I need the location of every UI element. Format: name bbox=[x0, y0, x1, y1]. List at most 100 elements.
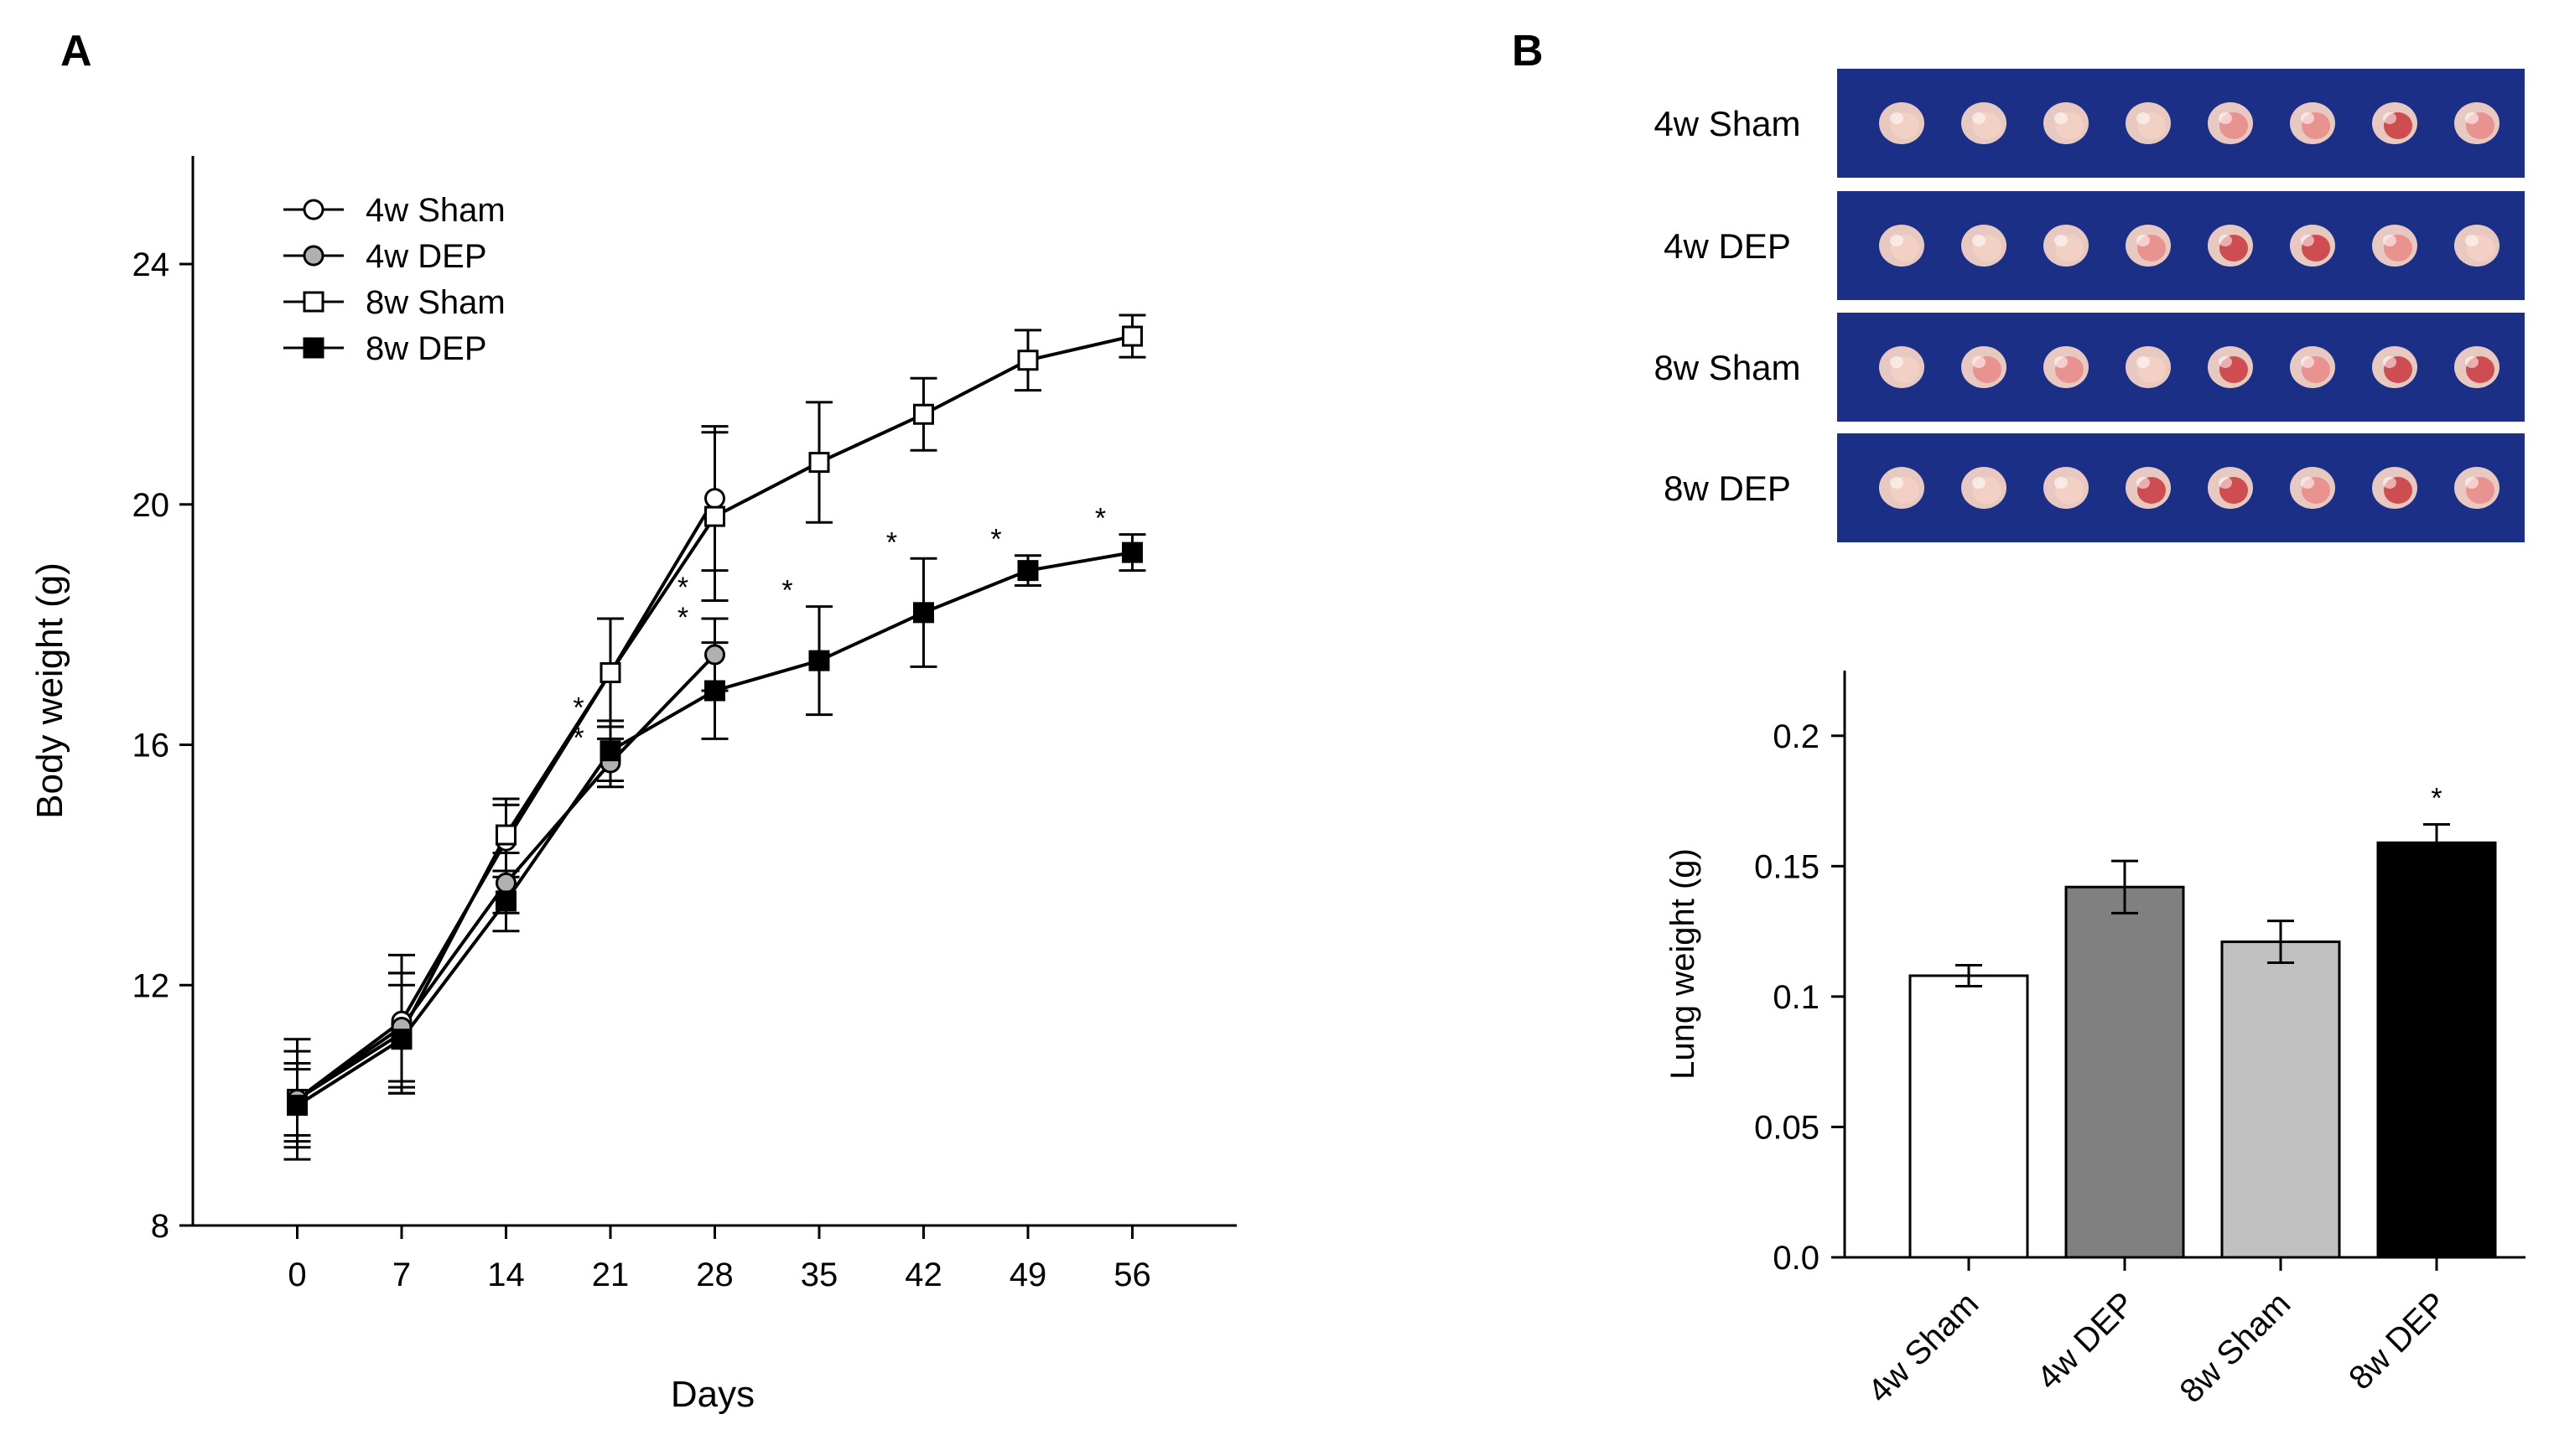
lung-specimen bbox=[2372, 102, 2417, 144]
lung-specimen bbox=[2043, 467, 2089, 509]
lung-specimen bbox=[2208, 225, 2253, 267]
significance-mark: * bbox=[677, 572, 688, 604]
bar-x-labels: 4w Sham 4w DEP 8w Sham 8w DEP bbox=[1861, 1257, 2453, 1410]
x-tick-label: 28 bbox=[696, 1257, 734, 1293]
panel-b-label: B bbox=[1512, 27, 1544, 75]
lung-specimen bbox=[2126, 346, 2171, 388]
x-tick-label: 21 bbox=[592, 1257, 630, 1293]
legend-item-4w-sham: 4w Sham bbox=[283, 192, 506, 229]
bar-y-tick-label: 0.15 bbox=[1754, 848, 1819, 885]
panel-a-label: A bbox=[60, 27, 92, 75]
y-axis-title: Body weight (g) bbox=[29, 562, 70, 819]
x-tick-label: 42 bbox=[905, 1257, 942, 1293]
lung-specimen bbox=[2372, 225, 2417, 267]
lung-specimen bbox=[2043, 225, 2089, 267]
significance-mark: * bbox=[1095, 503, 1106, 535]
data-point-8w-dep bbox=[913, 602, 934, 624]
data-point-4w-dep bbox=[704, 644, 725, 666]
lung-photo-rows: 4w Sham 4w DEP 8w Sham 8w DEP bbox=[1653, 69, 2525, 542]
lung-specimen bbox=[2043, 102, 2089, 144]
y-tick-label: 20 bbox=[132, 487, 170, 524]
bar-category-label: 4w Sham bbox=[1861, 1285, 1986, 1410]
photo-row-label: 4w Sham bbox=[1653, 104, 1800, 143]
lung-specimen bbox=[2208, 102, 2253, 144]
photo-row-8w-sham: 8w Sham bbox=[1653, 313, 2525, 422]
x-tick-label: 35 bbox=[801, 1257, 838, 1293]
bar-error-bar bbox=[2111, 859, 2138, 915]
legend-item-8w-sham: 8w Sham bbox=[283, 284, 506, 321]
legend-marker bbox=[303, 291, 324, 313]
significance-marks: ****** ** bbox=[573, 503, 1106, 754]
bar-error-bar bbox=[2267, 920, 2294, 964]
y-tick-label: 16 bbox=[132, 728, 170, 764]
lung-specimen bbox=[2126, 102, 2171, 144]
lung-specimen bbox=[2372, 467, 2417, 509]
y-tick-label: 24 bbox=[132, 246, 170, 283]
lung-specimen bbox=[1879, 346, 1924, 388]
x-tick-label: 14 bbox=[487, 1257, 525, 1293]
lung-specimen bbox=[2126, 225, 2171, 267]
data-point-8w-dep bbox=[808, 650, 830, 671]
bar-y-axis-title: Lung weight (g) bbox=[1664, 848, 1701, 1080]
bar-category-label: 8w Sham bbox=[2172, 1285, 2297, 1410]
bar-y-tick-label: 0.05 bbox=[1754, 1109, 1819, 1146]
bar-y-tick-label: 0.0 bbox=[1773, 1240, 1819, 1277]
bar-category-label: 4w DEP bbox=[2030, 1285, 2141, 1396]
data-point-4w-sham bbox=[704, 488, 725, 510]
data-point-8w-sham bbox=[496, 824, 517, 846]
error-bars bbox=[283, 313, 1146, 1161]
legend: 4w Sham 4w DEP 8w Sham 8w DEP bbox=[283, 192, 506, 367]
lung-photo bbox=[1837, 313, 2525, 422]
series-markers bbox=[287, 325, 1143, 1117]
bar-4w-sham bbox=[1908, 974, 2029, 1259]
lung-specimen bbox=[1961, 102, 2006, 144]
data-point-8w-dep bbox=[1122, 541, 1143, 563]
photo-row-4w-dep: 4w DEP bbox=[1664, 191, 2525, 300]
significance-mark: * bbox=[886, 526, 897, 558]
lung-specimen bbox=[2454, 225, 2499, 267]
lung-specimen bbox=[2290, 102, 2335, 144]
x-axis-title: Days bbox=[671, 1374, 755, 1415]
data-point-8w-sham bbox=[704, 505, 725, 527]
lung-specimen bbox=[2372, 346, 2417, 388]
legend-label: 8w DEP bbox=[366, 330, 487, 367]
x-tick-label: 49 bbox=[1010, 1257, 1047, 1293]
lung-specimen bbox=[2126, 467, 2171, 509]
lung-specimen bbox=[2208, 467, 2253, 509]
bar-8w-sham bbox=[2220, 940, 2341, 1259]
photo-row-8w-dep: 8w DEP bbox=[1664, 433, 2525, 542]
lung-specimen bbox=[1879, 467, 1924, 509]
data-point-8w-sham bbox=[808, 452, 830, 474]
legend-item-8w-dep: 8w DEP bbox=[283, 330, 487, 367]
legend-item-4w-dep: 4w DEP bbox=[283, 238, 487, 275]
significance-mark: * bbox=[573, 692, 584, 723]
x-tick-label: 56 bbox=[1113, 1257, 1151, 1293]
lung-specimen bbox=[1961, 346, 2006, 388]
photo-row-4w-sham: 4w Sham bbox=[1653, 69, 2525, 178]
data-point-8w-sham bbox=[1122, 325, 1143, 347]
bar-category-label: 8w DEP bbox=[2342, 1285, 2453, 1396]
lung-photo bbox=[1837, 191, 2525, 300]
bars bbox=[1908, 823, 2497, 1259]
legend-label: 4w DEP bbox=[366, 238, 487, 275]
data-point-4w-dep bbox=[496, 872, 517, 894]
bar-significance-marks: * bbox=[2431, 783, 2442, 815]
lung-specimen bbox=[2454, 346, 2499, 388]
lung-specimen bbox=[2290, 467, 2335, 509]
lung-specimen bbox=[1961, 225, 2006, 267]
lung-specimen bbox=[1879, 225, 1924, 267]
data-point-8w-sham bbox=[913, 403, 934, 425]
lung-specimen bbox=[1961, 467, 2006, 509]
bar-error-bar bbox=[2423, 823, 2450, 862]
significance-mark: * bbox=[990, 524, 1001, 556]
lung-specimen bbox=[1879, 102, 1924, 144]
photo-row-label: 8w Sham bbox=[1653, 348, 1800, 387]
data-point-8w-dep bbox=[496, 890, 517, 912]
y-ticks: 8 12 16 20 24 bbox=[132, 246, 193, 1245]
bar-8w-dep bbox=[2376, 841, 2497, 1259]
panel-a-body-weight-chart: A 8 12 16 20 24 0 7 14 21 28 35 42 49 56 Body weight… bbox=[29, 27, 1237, 1415]
lung-specimen bbox=[2290, 346, 2335, 388]
bar-4w-dep bbox=[2064, 885, 2185, 1259]
